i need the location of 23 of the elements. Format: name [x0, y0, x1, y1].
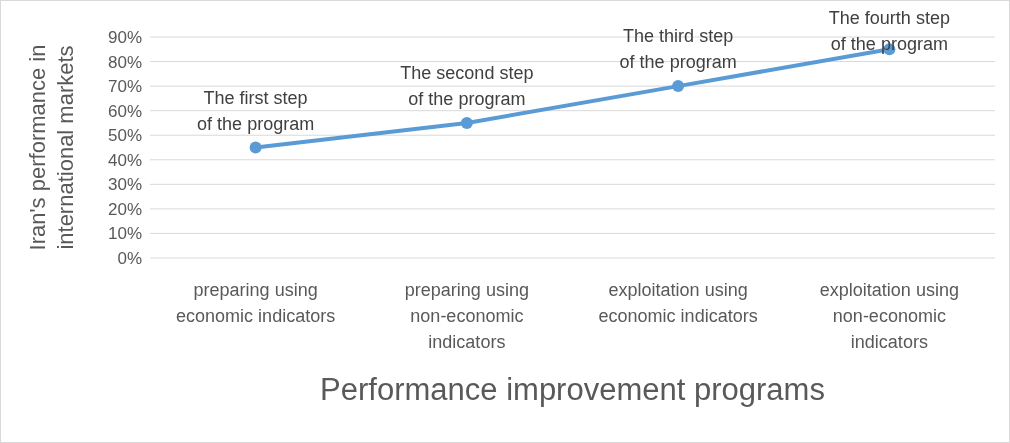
y-tick-label: 50%: [107, 126, 142, 146]
x-tick-label: preparing using non-economic indicators: [404, 280, 529, 352]
annotation: The fourth step of the program: [828, 8, 950, 54]
annotation: The first step of the program: [197, 87, 315, 134]
y-tick-label: 70%: [107, 77, 142, 97]
x-tick-label: exploitation using economic indicators: [598, 280, 758, 326]
annotation: The third step of the program: [619, 26, 737, 73]
y-tick-label: 40%: [107, 150, 142, 170]
point: [460, 116, 473, 129]
point: [672, 80, 685, 93]
y-axis-title: Iran's performance in international markets: [25, 44, 78, 251]
y-tick-label: 10%: [107, 224, 142, 244]
y-tick-label: 90%: [107, 27, 142, 47]
y-tick-label: 80%: [107, 52, 142, 72]
point: [249, 141, 262, 154]
x-tick-label: exploitation using non-economic indicators: [819, 280, 959, 352]
y-tick-label: 20%: [107, 199, 142, 219]
x-axis-title: Performance improvement programs: [320, 372, 825, 407]
y-tick-label: 0%: [117, 248, 142, 268]
x-tick-label: preparing using economic indicators: [176, 280, 336, 326]
y-tick-label: 60%: [107, 101, 142, 121]
annotation: The second step of the program: [400, 62, 534, 109]
y-tick-label: 30%: [107, 175, 142, 195]
